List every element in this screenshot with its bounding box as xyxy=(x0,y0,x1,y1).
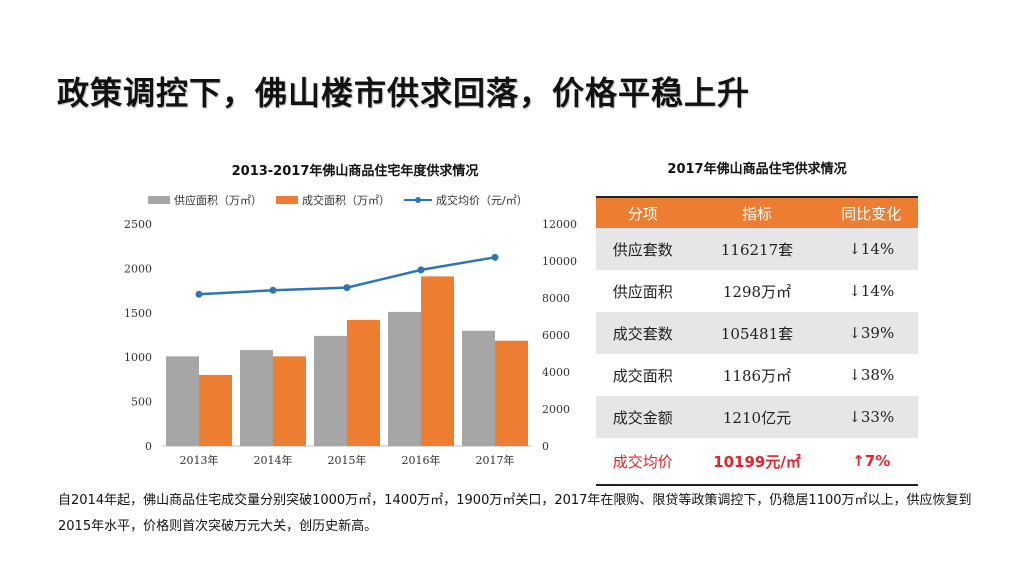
bar-deal-area xyxy=(199,374,232,446)
bar-supply-area xyxy=(388,311,421,446)
bar-deal-area xyxy=(347,319,380,446)
col-header-item: 分项 xyxy=(596,196,690,228)
legend-swatch-gray xyxy=(148,196,170,204)
x-tick-label: 2017年 xyxy=(476,453,515,467)
table-cell: 1210亿元 xyxy=(689,396,825,438)
combo-chart: 0 500 1000 1500 2000 2500 0 2000 4000 6000 8000 100… xyxy=(124,218,577,467)
y-left-tick-label: 500 xyxy=(131,396,152,409)
table-cell: ↓14% xyxy=(824,228,918,270)
point-avg-price xyxy=(195,290,203,298)
bar-supply-area xyxy=(240,350,273,446)
table-cell: 105481套 xyxy=(689,312,825,354)
y-right-tick-label: 8000 xyxy=(542,292,570,305)
table-cell: 成交金额 xyxy=(596,396,690,438)
table-row: 供应面积 1298万㎡ ↓14% xyxy=(596,270,918,312)
legend-item-deal: 成交面积（万㎡） xyxy=(276,192,390,208)
table-cell: 成交套数 xyxy=(596,312,690,354)
table-cell: 成交均价 xyxy=(596,438,690,486)
point-avg-price xyxy=(343,284,351,292)
point-avg-price xyxy=(269,286,277,294)
table-header-row: 分项 指标 同比变化 xyxy=(596,196,918,228)
point-avg-price xyxy=(491,253,499,261)
table-cell: 供应面积 xyxy=(612,282,673,301)
table-cell: ↑7% xyxy=(824,438,918,486)
bar-supply-area xyxy=(166,356,199,446)
bar-deal-area xyxy=(273,356,306,446)
y-left-tick-label: 1000 xyxy=(124,351,152,364)
x-tick-label: 2015年 xyxy=(328,453,367,467)
x-tick-label: 2016年 xyxy=(402,453,441,467)
y-right-tick-label: 10000 xyxy=(542,255,577,268)
y-left-tick-label: 1500 xyxy=(124,307,152,320)
table-row: 成交套数 105481套 ↓39% xyxy=(596,312,918,354)
table-cell: ↓14% xyxy=(848,282,895,300)
table-cell: ↓33% xyxy=(824,396,918,438)
table-cell: 10199元/㎡ xyxy=(689,438,825,486)
legend-label-supply: 供应面积（万㎡） xyxy=(174,194,262,207)
col-header-yoy: 同比变化 xyxy=(824,196,918,228)
bar-deal-area xyxy=(421,276,454,446)
legend-item-supply: 供应面积（万㎡） xyxy=(148,192,262,208)
y-right-tick-label: 4000 xyxy=(542,366,570,379)
table-cell: 1298万㎡ xyxy=(722,282,792,301)
table-row: 成交金额 1210亿元 ↓33% xyxy=(596,396,918,438)
table-cell: 1186万㎡ xyxy=(722,366,792,385)
y-right-tick-label: 6000 xyxy=(542,329,570,342)
chart-title: 2013-2017年佛山商品住宅年度供求情况 xyxy=(231,164,479,179)
table-row: 成交面积 1186万㎡ ↓38% xyxy=(596,354,918,396)
y-left-tick-label: 2000 xyxy=(124,262,152,275)
point-avg-price xyxy=(417,266,425,274)
y-right-tick-label: 12000 xyxy=(542,218,577,231)
table-title: 2017年佛山商品住宅供求情况 xyxy=(667,162,847,177)
table-row: 供应套数 116217套 ↓14% xyxy=(596,228,918,270)
y-left-tick-label: 0 xyxy=(145,440,152,453)
table-cell: ↓38% xyxy=(848,366,895,384)
legend-label-deal: 成交面积（万㎡） xyxy=(302,194,390,207)
bar-supply-area xyxy=(314,335,347,446)
x-tick-label: 2013年 xyxy=(180,453,219,467)
y-right-tick-label: 0 xyxy=(542,440,549,453)
legend-swatch-line xyxy=(404,196,432,204)
y-right-tick-label: 2000 xyxy=(542,403,570,416)
summary-note: 自2014年起，佛山商品住宅成交量分别突破1000万㎡，1400万㎡，1900万… xyxy=(58,493,972,534)
bar-deal-area xyxy=(495,340,528,446)
legend-item-price: 成交均价（元/㎡） xyxy=(404,192,528,208)
y-left-tick-label: 2500 xyxy=(124,218,152,231)
legend-swatch-orange xyxy=(276,196,298,204)
table-cell: 116217套 xyxy=(689,228,825,270)
legend-label-price: 成交均价（元/㎡） xyxy=(436,194,528,207)
page-title: 政策调控下，佛山楼市供求回落，价格平稳上升 xyxy=(57,74,751,112)
table-cell: ↓39% xyxy=(824,312,918,354)
table-row-highlight: 成交均价 10199元/㎡ ↑7% xyxy=(596,438,918,486)
col-header-indicator: 指标 xyxy=(689,196,825,228)
table-cell: 成交面积 xyxy=(612,366,673,385)
bar-supply-area xyxy=(462,330,495,446)
x-tick-label: 2014年 xyxy=(254,453,293,467)
supply-demand-table: 分项 指标 同比变化 供应套数 116217套 ↓14% 供应面积 1298万㎡… xyxy=(596,196,918,486)
chart-legend: 供应面积（万㎡） 成交面积（万㎡） 成交均价（元/㎡） xyxy=(148,192,528,208)
table-cell: 供应套数 xyxy=(596,228,690,270)
